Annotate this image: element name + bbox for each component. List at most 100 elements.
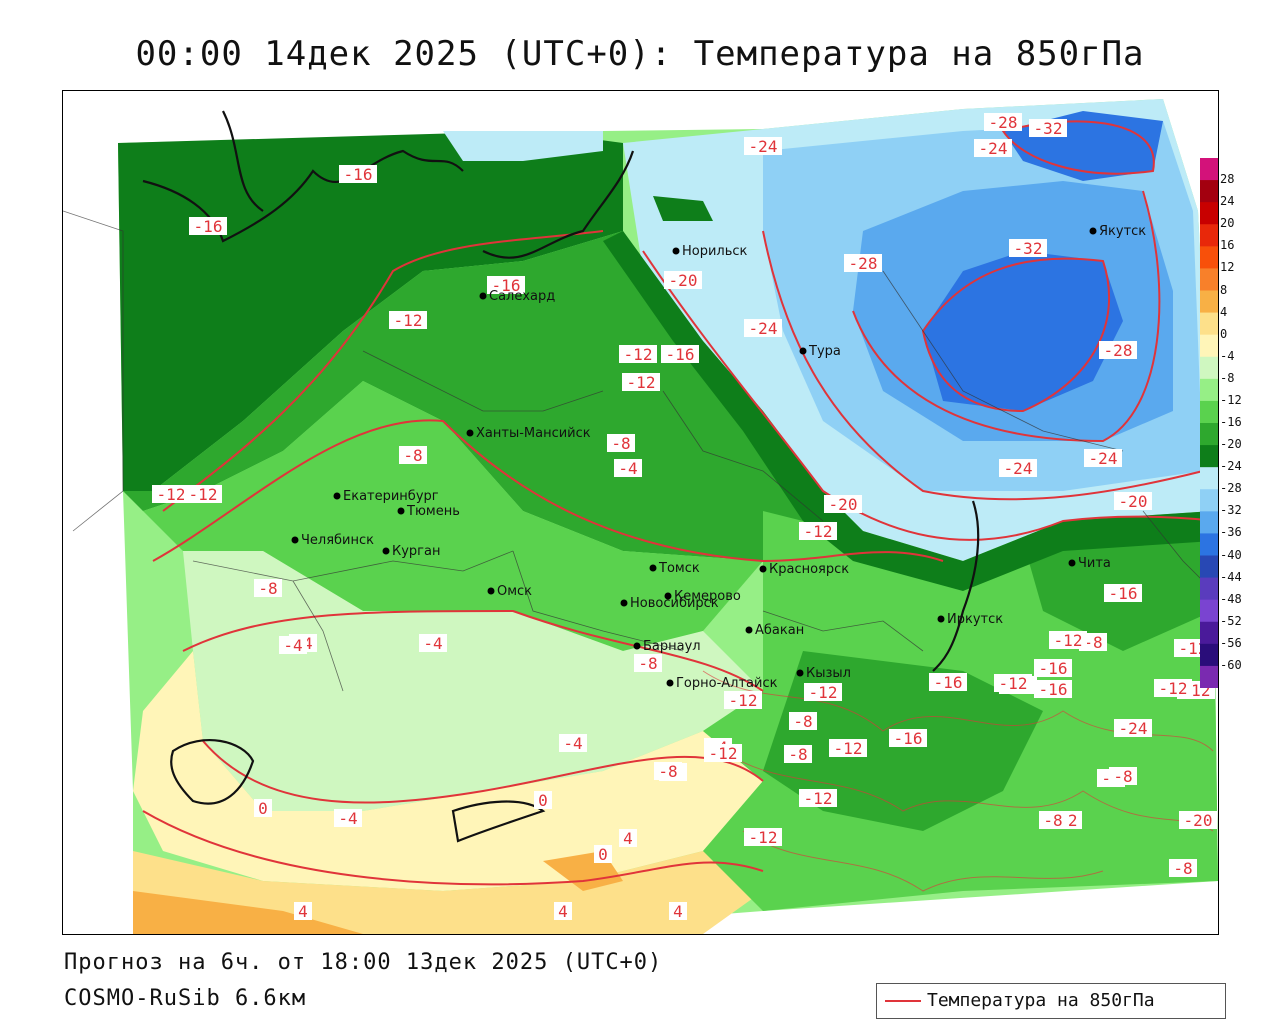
colorbar-swatch <box>1200 158 1218 181</box>
colorbar-tick-label: -16 <box>1220 415 1242 429</box>
isotherm-label: -24 <box>1114 719 1152 738</box>
svg-text:-16: -16 <box>1039 659 1068 678</box>
colorbar-tick-label: -32 <box>1220 503 1242 518</box>
isotherm-label: -24 <box>744 137 782 156</box>
svg-text:-16: -16 <box>1039 680 1068 699</box>
colorbar-tick-label: 16 <box>1220 238 1235 253</box>
svg-text:0: 0 <box>538 791 548 810</box>
city-marker <box>382 547 390 555</box>
colorbar-tick-label: -52 <box>1220 613 1242 628</box>
city-marker <box>759 565 767 573</box>
svg-text:-20: -20 <box>1119 492 1148 511</box>
svg-text:-4: -4 <box>423 634 442 653</box>
colorbar-swatch <box>1200 467 1218 490</box>
isotherm-label: -16 <box>929 673 967 692</box>
colorbar-swatch <box>1200 180 1218 203</box>
colorbar-tick-label: 0 <box>1220 326 1228 341</box>
svg-text:-28: -28 <box>989 113 1018 132</box>
city-label: Курган <box>392 544 440 559</box>
city-marker <box>479 292 487 300</box>
isotherm-label: -12 <box>184 485 222 504</box>
model-caption: COSMO-RuSib 6.6км <box>64 986 307 1011</box>
svg-text:-16: -16 <box>492 276 521 295</box>
isotherm-label: -12 <box>724 691 762 710</box>
svg-text:-20: -20 <box>1184 811 1213 830</box>
colorbar-tick-label: -48 <box>1220 591 1242 606</box>
colorbar-tick-label: -24 <box>1220 459 1242 474</box>
colorbar-swatch <box>1200 665 1218 688</box>
svg-text:4: 4 <box>298 902 308 921</box>
legend-line-swatch <box>885 1000 921 1002</box>
svg-text:-20: -20 <box>669 271 698 290</box>
isotherm-label: -12 <box>804 683 842 702</box>
city-marker <box>1089 227 1097 235</box>
colorbar-tick-label: 24 <box>1220 194 1235 209</box>
isotherm-label: -20 <box>1179 811 1217 830</box>
colorbar-tick-label: 28 <box>1220 172 1235 187</box>
svg-text:-12: -12 <box>749 828 778 847</box>
colorbar-swatch <box>1200 445 1218 468</box>
svg-text:-12: -12 <box>394 311 423 330</box>
svg-text:-12: -12 <box>804 789 833 808</box>
isotherm-label: -20 <box>1114 492 1152 511</box>
svg-text:-16: -16 <box>934 673 963 692</box>
isotherm-label: -8 <box>254 579 282 598</box>
city-label: Салехард <box>489 289 555 304</box>
colorbar-swatch <box>1200 621 1218 645</box>
isotherm-label: -16 <box>487 276 525 295</box>
svg-text:-8: -8 <box>403 446 422 465</box>
svg-text:-8: -8 <box>258 579 277 598</box>
colorbar-swatch <box>1200 400 1218 424</box>
svg-text:-4: -4 <box>283 636 302 655</box>
colorbar-tick-label: 20 <box>1220 216 1235 231</box>
svg-text:-12: -12 <box>729 691 758 710</box>
svg-text:-24: -24 <box>749 137 778 156</box>
colorbar-tick-label: 12 <box>1220 260 1235 275</box>
svg-text:-24: -24 <box>1004 459 1033 478</box>
colorbar-tick-label: -60 <box>1220 657 1242 672</box>
city-label: Красноярск <box>769 562 849 577</box>
svg-text:-32: -32 <box>1014 239 1043 258</box>
svg-text:-28: -28 <box>849 254 878 273</box>
city-marker <box>649 564 657 572</box>
city-label: Тюмень <box>406 504 460 519</box>
isotherm-label: -12 <box>994 674 1032 693</box>
isotherm-label: -8 <box>1169 859 1197 878</box>
colorbar-swatch <box>1200 599 1218 623</box>
colorbar-swatch <box>1200 334 1218 358</box>
isotherm-label: 4 <box>619 829 637 848</box>
legend: Температура на 850гПа <box>876 983 1226 1019</box>
colorbar-tick-label: 8 <box>1220 282 1228 297</box>
isotherm-label: -4 <box>614 459 642 478</box>
colorbar <box>1200 158 1218 688</box>
colorbar-swatch <box>1200 511 1218 534</box>
isotherm-label: -8 <box>1039 811 1067 830</box>
city-label: Горно-Алтайск <box>676 676 778 691</box>
colorbar-swatch <box>1200 268 1218 291</box>
colorbar-tick-label: 4 <box>1220 304 1228 319</box>
svg-text:-28: -28 <box>1104 341 1133 360</box>
city-label: Чита <box>1078 556 1111 571</box>
isotherm-label: -12 <box>152 485 190 504</box>
colorbar-swatch <box>1200 489 1218 512</box>
svg-text:-16: -16 <box>666 345 695 364</box>
svg-text:-12: -12 <box>157 485 186 504</box>
svg-text:-12: -12 <box>809 683 838 702</box>
svg-text:0: 0 <box>258 799 268 818</box>
svg-text:0: 0 <box>598 845 608 864</box>
city-marker <box>937 615 945 623</box>
svg-text:-16: -16 <box>1109 584 1138 603</box>
city-marker <box>796 669 804 677</box>
temperature-fill <box>118 99 1218 934</box>
page-title: 00:00 14дек 2025 (UTC+0): Температура на… <box>135 34 1145 74</box>
svg-text:4: 4 <box>623 829 633 848</box>
isotherm-label: 0 <box>594 845 612 864</box>
svg-text:-8: -8 <box>658 762 677 781</box>
isotherm-label: -12 <box>829 739 867 758</box>
isotherm-lines <box>142 120 1218 886</box>
svg-text:-8: -8 <box>1083 633 1102 652</box>
colorbar-swatch <box>1200 555 1218 579</box>
colorbar-swatch <box>1200 643 1218 667</box>
isotherm-label: -8 <box>607 434 635 453</box>
isotherm-label: -4 <box>279 636 307 655</box>
